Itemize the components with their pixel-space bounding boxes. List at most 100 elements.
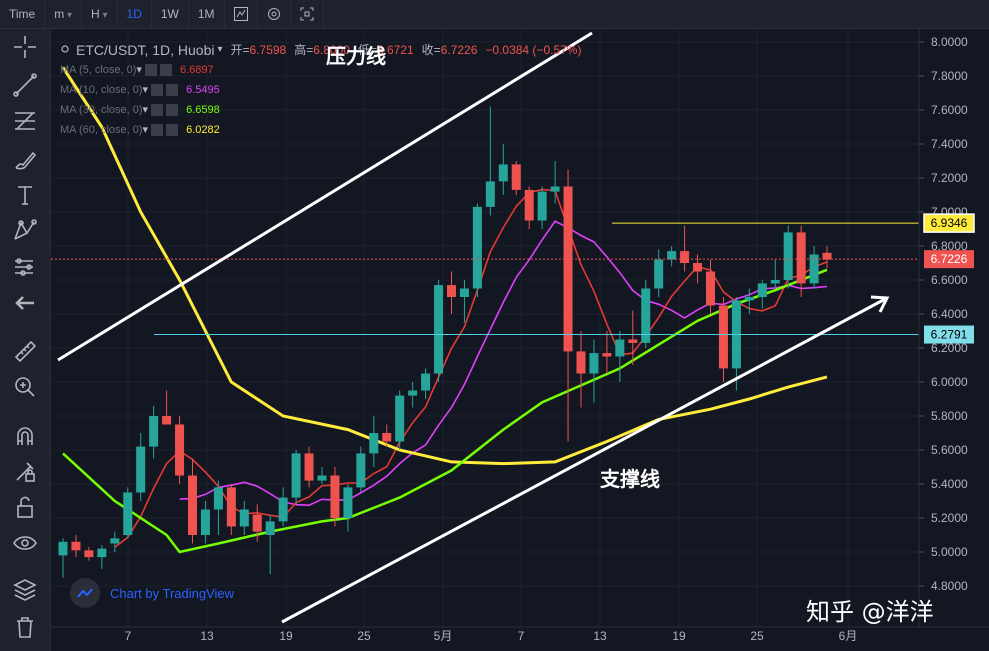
trend-line-icon[interactable]	[11, 71, 39, 99]
price-tick-label: 8.0000	[931, 35, 968, 49]
price-axis[interactable]: 8.00007.80007.60007.40007.20007.00006.80…	[918, 29, 975, 627]
ma-dropdown-icon[interactable]: ▾	[142, 124, 149, 136]
candle-body	[136, 446, 146, 493]
trash-icon[interactable]	[11, 613, 39, 641]
price-tick-label: 6.2000	[931, 341, 968, 355]
price-marker-label[interactable]: 6.2791	[924, 325, 974, 344]
lock-drawing-icon[interactable]	[11, 457, 39, 485]
symbol-label[interactable]: ETC/USDT, 1D, Huobi	[76, 42, 215, 58]
trendline-drawings[interactable]	[57, 31, 890, 624]
layers-icon[interactable]	[11, 575, 39, 603]
screenshot-fullscreen-icon[interactable]	[291, 0, 324, 28]
ruler-icon[interactable]	[11, 337, 39, 365]
time-tick-label: 19	[672, 629, 686, 643]
magnet-icon[interactable]	[11, 423, 39, 451]
symbol-dropdown-icon[interactable]: ▾	[217, 44, 223, 55]
candle-body	[265, 521, 275, 535]
candlestick-chart-type-icon[interactable]	[225, 0, 258, 28]
ma60-line	[61, 66, 828, 466]
ma-settings-icon[interactable]	[151, 104, 164, 116]
eye-icon[interactable]	[11, 529, 39, 557]
pattern-icon[interactable]	[11, 217, 39, 245]
ma-dropdown-icon[interactable]: ▾	[142, 104, 149, 116]
candle-body	[537, 191, 547, 221]
ma-dropdown-icon[interactable]: ▾	[136, 64, 142, 76]
ma-legend-row[interactable]: MA (10, close, 0) ▾ 6.5495	[60, 80, 581, 100]
ma-settings-icon[interactable]	[144, 64, 157, 76]
candle-body	[356, 453, 366, 488]
ma-label: MA (60, close, 0)	[60, 124, 143, 136]
ma-remove-icon[interactable]	[166, 104, 179, 116]
price-tick-label: 6.0000	[931, 375, 968, 389]
collapse-legend-icon[interactable]	[60, 40, 70, 60]
price-tick-label: 5.4000	[931, 477, 968, 491]
candle-body	[188, 475, 197, 535]
ma-legend-row[interactable]: MA (5, close, 0) ▾ 6.6897	[60, 60, 581, 80]
time-tick-label: 7	[125, 629, 132, 643]
time-tick-label: 19	[279, 629, 293, 643]
zoom-in-icon[interactable]	[11, 373, 39, 401]
candle-body	[149, 416, 159, 447]
candle-series	[58, 106, 832, 578]
candle-body	[343, 487, 353, 518]
ma-legend-row[interactable]: MA (60, close, 0) ▾ 6.0282	[60, 120, 581, 140]
price-tick-label: 4.8000	[931, 579, 968, 593]
moving-averages	[61, 66, 828, 554]
unlock-icon[interactable]	[11, 493, 39, 521]
candle-body	[783, 232, 793, 280]
text-icon[interactable]	[11, 181, 39, 209]
ma-dropdown-icon[interactable]: ▾	[142, 84, 149, 96]
candle-body	[71, 541, 81, 551]
price-tick-label: 5.2000	[931, 511, 968, 525]
candle-body	[757, 283, 767, 297]
candle-body	[667, 251, 677, 260]
tradingview-watermark[interactable]: Chart by TradingView	[70, 578, 234, 608]
time-axis[interactable]: 7 13 19 25 5月 7 13 19 25 6月	[51, 626, 989, 643]
ma-label: MA (30, close, 0)	[60, 104, 143, 116]
candle-body	[162, 416, 172, 425]
back-arrow-icon[interactable]	[11, 289, 39, 317]
interval-1w-button[interactable]: 1W	[152, 0, 189, 28]
symbol-ohlc-row: ETC/USDT, 1D, Huobi ▾ 开= 6.7598 高= 6.8000 …	[60, 40, 581, 60]
crosshair-icon[interactable]	[11, 33, 39, 61]
candle-body	[628, 339, 638, 343]
candle-body	[175, 424, 185, 476]
interval-1m-button[interactable]: 1M	[189, 0, 225, 28]
time-tick-label: 25	[750, 629, 764, 643]
resistance-label: 压力线	[326, 44, 386, 68]
candle-body	[239, 509, 249, 527]
candle-body	[693, 263, 703, 272]
ma-remove-icon[interactable]	[166, 84, 179, 96]
interval-1d-button[interactable]: 1D	[118, 0, 152, 28]
candle-body	[84, 550, 94, 558]
candle-body	[226, 487, 236, 527]
fib-retracement-icon[interactable]	[11, 107, 39, 135]
ma-value: 6.6598	[186, 104, 220, 116]
candle-body	[369, 433, 379, 454]
candle-body	[200, 509, 210, 535]
resistance-trendline[interactable]	[57, 31, 593, 362]
prediction-icon[interactable]	[11, 253, 39, 281]
candle-body	[796, 232, 806, 284]
brush-icon[interactable]	[11, 145, 39, 173]
ma-legend-row[interactable]: MA (30, close, 0) ▾ 6.6598	[60, 100, 581, 120]
ma-settings-icon[interactable]	[151, 84, 164, 96]
interval-h-button[interactable]: H	[82, 0, 118, 28]
price-tick-label: 7.4000	[931, 137, 968, 151]
price-marker-label[interactable]: 6.7226	[924, 250, 974, 269]
price-marker-label[interactable]: 6.9346	[923, 213, 975, 233]
candle-body	[615, 339, 625, 357]
candle-body	[304, 453, 314, 481]
ma-remove-icon[interactable]	[159, 64, 172, 76]
ma-settings-icon[interactable]	[151, 124, 164, 136]
price-tick-label: 6.4000	[931, 307, 968, 321]
support-arrowhead	[870, 295, 890, 313]
ma-remove-icon[interactable]	[166, 124, 179, 136]
open-label: 开=	[230, 43, 250, 57]
settings-gear-icon[interactable]	[258, 0, 291, 28]
support-trendline[interactable]	[281, 296, 888, 624]
candle-body	[706, 271, 715, 306]
ma-value: 6.5495	[186, 84, 220, 96]
candle-body	[770, 280, 780, 284]
